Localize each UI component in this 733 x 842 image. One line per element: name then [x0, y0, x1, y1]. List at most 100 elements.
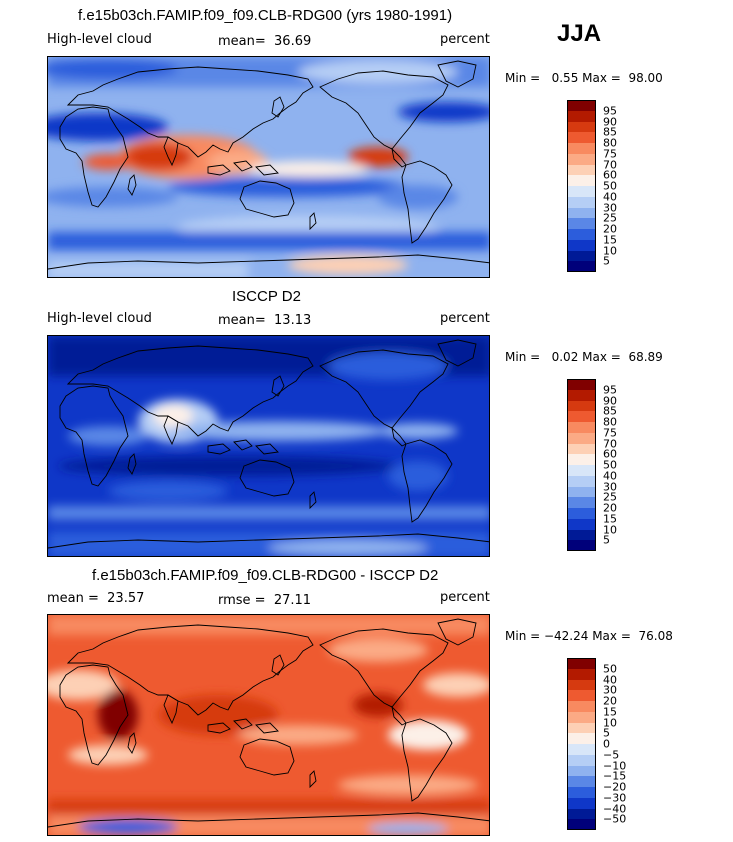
- colorbar-swatch: [567, 658, 596, 669]
- panel-3-rmse: rmse = 27.11: [218, 593, 312, 608]
- colorbar-swatch: [567, 701, 596, 712]
- colorbar-swatch: [567, 733, 596, 744]
- panel-2-mean: mean= 13.13: [218, 313, 312, 328]
- colorbar-tick-label: 30: [603, 683, 617, 697]
- colorbar-tick-label: 15: [603, 233, 617, 247]
- colorbar-swatch: [567, 776, 596, 787]
- colorbar-tick-label: −50: [603, 812, 627, 826]
- colorbar-tick-label: 30: [603, 480, 617, 493]
- colorbar-swatch: [567, 722, 596, 734]
- colorbar-swatch: [567, 389, 596, 401]
- colorbar-tick-label: 25: [603, 490, 617, 504]
- colorbar-swatch: [567, 400, 596, 412]
- colorbar-tick-label: 85: [603, 404, 617, 418]
- colorbar-swatch: [567, 100, 596, 111]
- colorbar-swatch: [567, 153, 596, 165]
- colorbar-swatch: [567, 797, 596, 809]
- colorbar-swatch: [567, 765, 596, 777]
- colorbar-tick-label: 50: [603, 179, 617, 193]
- colorbar-tick-label: 10: [603, 244, 617, 257]
- colorbar-swatch: [567, 143, 596, 154]
- colorbar-tick-label: 0: [603, 737, 610, 751]
- panel-3-colorbar: 50 40 30 20 15 10 5 0 −5 −10 −15 −20 −30 −40 −50: [567, 658, 626, 830]
- colorbar-swatch: [567, 121, 596, 133]
- cloud-field: [48, 57, 489, 277]
- colorbar-swatch: [567, 486, 596, 498]
- cloud-field: [48, 615, 489, 835]
- panel-3-minmax: Min = −42.24 Max = 76.08: [505, 629, 673, 643]
- colorbar-tick-label: 95: [603, 383, 617, 397]
- colorbar-tick-label: 70: [603, 158, 617, 171]
- panel-2-minmax: Min = 0.02 Max = 68.89: [505, 350, 663, 364]
- colorbar-swatch: [567, 754, 596, 766]
- colorbar-tick-label: 40: [603, 673, 617, 686]
- colorbar-tick-label: 80: [603, 136, 617, 150]
- colorbar-tick-label: 15: [603, 512, 617, 526]
- colorbar-swatch: [567, 475, 596, 487]
- colorbar-swatch: [567, 443, 596, 455]
- colorbar-swatch: [567, 229, 596, 240]
- colorbar-swatch: [567, 261, 596, 272]
- colorbar-swatch: [567, 690, 596, 701]
- panel-2-map: [47, 335, 490, 557]
- colorbar-tick-label: 80: [603, 415, 617, 429]
- colorbar-swatch: [567, 819, 596, 830]
- colorbar-tick-label: 10: [603, 716, 617, 729]
- colorbar-swatch: [567, 679, 596, 691]
- panel-2-field-label: High-level cloud: [47, 311, 152, 326]
- colorbar-tick-label: 50: [603, 458, 617, 472]
- panel-1-map: [47, 56, 490, 278]
- colorbar-swatch: [567, 175, 596, 186]
- colorbar-swatch: [567, 668, 596, 680]
- colorbar-swatch: [567, 411, 596, 422]
- panel-3-title: f.e15b03ch.FAMIP.f09_f09.CLB-RDG00 - ISC…: [92, 567, 439, 584]
- colorbar-tick-label: 20: [603, 222, 617, 236]
- colorbar-swatch: [567, 518, 596, 530]
- panel-3-map: [47, 614, 490, 836]
- season-label: JJA: [557, 20, 602, 47]
- colorbar-swatch: [567, 808, 596, 820]
- colorbar-swatch: [567, 508, 596, 519]
- colorbar-tick-label: 20: [603, 694, 617, 708]
- colorbar-swatch: [567, 164, 596, 176]
- colorbar-tick-label: 90: [603, 394, 617, 407]
- panel-1-mean: mean= 36.69: [218, 34, 312, 49]
- colorbar-swatch: [567, 432, 596, 444]
- colorbar-tick-label: 95: [603, 104, 617, 118]
- panel-2-colorbar: 95 90 85 80 75 70 60 50 40 30 25 20 15 10 5: [567, 379, 617, 551]
- colorbar-swatch: [567, 711, 596, 723]
- panel-1-minmax: Min = 0.55 Max = 98.00: [505, 71, 663, 85]
- colorbar-tick-label: −5: [603, 748, 620, 762]
- cloud-field: [48, 336, 489, 556]
- colorbar-swatch: [567, 110, 596, 122]
- panel-1-colorbar: 95 90 85 80 75 70 60 50 40 30 25 20 15 10 5: [567, 100, 617, 272]
- colorbar-swatch: [567, 465, 596, 476]
- colorbar-swatch: [567, 196, 596, 208]
- panel-3-units: percent: [440, 590, 490, 605]
- colorbar-tick-label: 10: [603, 523, 617, 536]
- colorbar-tick-label: 60: [603, 168, 617, 182]
- colorbar-swatch: [567, 744, 596, 755]
- colorbar-tick-label: 85: [603, 125, 617, 139]
- colorbar-tick-label: 60: [603, 447, 617, 461]
- colorbar-swatch: [567, 540, 596, 551]
- colorbar-tick-label: 70: [603, 437, 617, 450]
- colorbar-swatch: [567, 186, 596, 197]
- colorbar-tick-label: 40: [603, 469, 617, 483]
- colorbar-tick-label: −20: [603, 780, 627, 794]
- colorbar-tick-label: 5: [603, 533, 610, 547]
- colorbar-swatch: [567, 497, 596, 508]
- colorbar-swatch: [567, 250, 596, 262]
- colorbar-tick-label: 15: [603, 705, 617, 719]
- colorbar-swatch: [567, 529, 596, 541]
- colorbar-tick-label: 5: [603, 726, 610, 740]
- colorbar-tick-label: 40: [603, 190, 617, 204]
- colorbar-tick-label: −15: [603, 769, 627, 783]
- panel-1-field-label: High-level cloud: [47, 32, 152, 47]
- colorbar-tick-label: −10: [603, 759, 627, 772]
- colorbar-tick-label: 75: [603, 426, 617, 440]
- colorbar-swatch: [567, 787, 596, 798]
- panel-1-units: percent: [440, 32, 490, 47]
- colorbar-swatch: [567, 218, 596, 229]
- colorbar-tick-label: 90: [603, 115, 617, 128]
